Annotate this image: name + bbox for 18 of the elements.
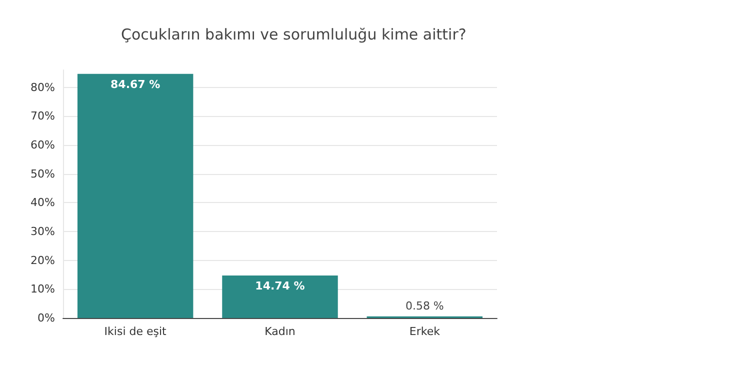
x-tick-label: Ikisi de eşit — [104, 325, 168, 338]
y-tick-label: 60% — [30, 138, 55, 152]
bar — [222, 275, 338, 318]
data-label: 84.67 % — [110, 78, 160, 91]
x-tick-label: Erkek — [409, 325, 441, 338]
y-tick-label: 20% — [30, 254, 55, 267]
y-tick-label: 80% — [30, 80, 55, 94]
y-tick-label: 30% — [30, 224, 55, 238]
chart-title: Çocukların bakımı ve sorumluluğu kime aittir? — [121, 26, 466, 44]
x-tick-label: Kadın — [264, 325, 296, 338]
y-tick-label: 0% — [38, 312, 55, 324]
y-tick-label: 50% — [30, 167, 55, 180]
data-label: 0.58 % — [405, 299, 444, 312]
data-label: 14.74 % — [255, 279, 305, 292]
y-tick-label: 70% — [30, 110, 55, 123]
bar — [77, 74, 194, 318]
y-tick-label: 10% — [30, 282, 55, 296]
y-tick-label: 40% — [30, 196, 55, 210]
